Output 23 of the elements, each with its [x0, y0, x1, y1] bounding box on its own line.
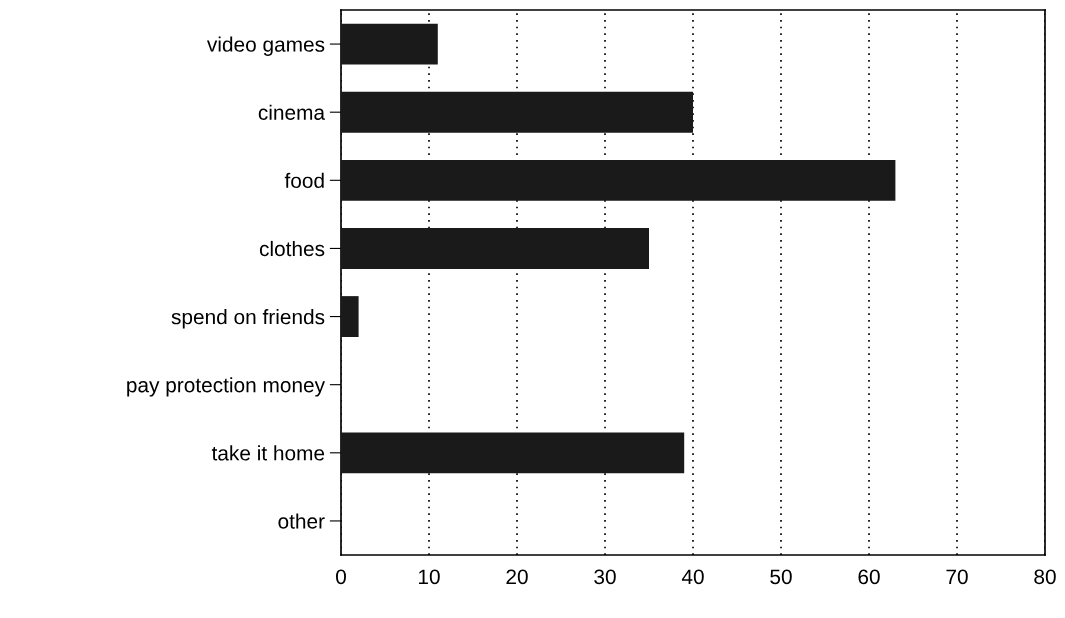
x-tick-label: 70	[946, 569, 968, 585]
bar	[341, 432, 685, 474]
bar	[341, 228, 649, 269]
y-tick-label: other	[278, 513, 325, 529]
bar	[341, 91, 693, 133]
bar	[341, 296, 359, 337]
x-tick-label: 10	[419, 569, 440, 585]
y-tick-label: spend on friends	[171, 309, 325, 329]
y-tick-label: cinema	[258, 104, 326, 120]
x-tick-label: 40	[681, 569, 704, 585]
bar	[341, 23, 438, 65]
x-tick-label: 80	[1034, 569, 1056, 585]
x-tick-label: 50	[770, 569, 792, 585]
bar	[341, 159, 896, 201]
y-tick-label: pay protection money	[127, 377, 325, 397]
y-tick-label: take it home	[211, 445, 325, 461]
x-tick-label: 0	[336, 569, 346, 585]
y-tick-label: food	[284, 172, 324, 189]
y-tick-label: video games	[206, 36, 325, 56]
x-tick-label: 30	[594, 569, 616, 585]
x-tick-label: 60	[858, 569, 880, 585]
y-tick-label: clothes	[259, 240, 325, 257]
x-tick-label: 20	[506, 569, 528, 585]
